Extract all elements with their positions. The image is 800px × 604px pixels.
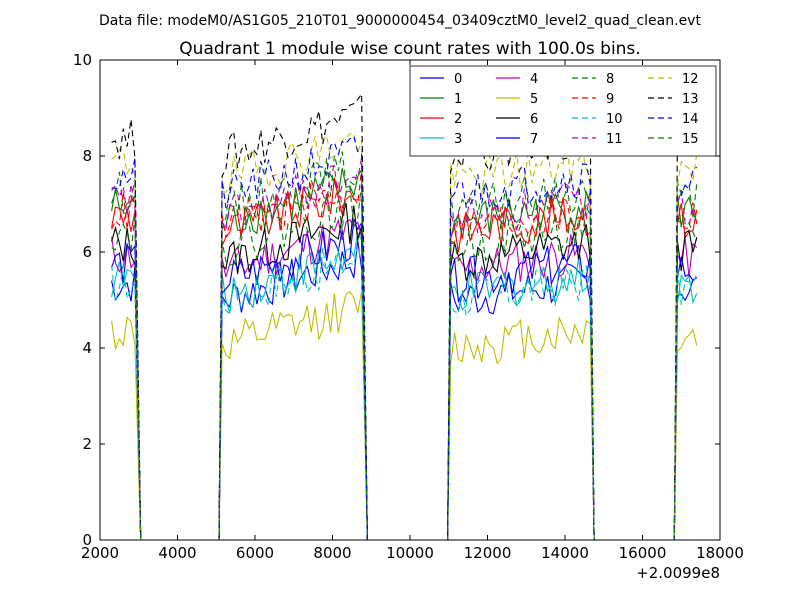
legend-label-5: 5 xyxy=(530,92,538,107)
legend-label-2: 2 xyxy=(454,112,462,127)
legend-label-6: 6 xyxy=(530,112,538,127)
legend-label-11: 11 xyxy=(606,132,623,147)
ticks-layer: 2000 4000 6000 8000 10000 12000 14000 16000 1800… xyxy=(73,51,744,562)
legend-label-12: 12 xyxy=(682,72,699,87)
y-tick-label: 6 xyxy=(82,243,92,261)
x-tick-label: 6000 xyxy=(236,544,274,562)
legend-label-15: 15 xyxy=(682,132,699,147)
legend-label-4: 4 xyxy=(530,72,538,87)
legend-label-7: 7 xyxy=(530,132,538,147)
y-tick-label: 0 xyxy=(82,531,92,549)
legend-label-10: 10 xyxy=(606,112,623,127)
y-tick-label: 2 xyxy=(82,435,92,453)
legend-label-9: 9 xyxy=(606,92,614,107)
x-tick-label: 14000 xyxy=(541,544,589,562)
y-tick-label: 8 xyxy=(82,147,92,165)
x-tick-label: 4000 xyxy=(158,544,196,562)
x-tick-label: 2000 xyxy=(81,544,119,562)
x-tick-label: 12000 xyxy=(464,544,512,562)
y-tick-label: 4 xyxy=(82,339,92,357)
x-tick-label: 16000 xyxy=(619,544,667,562)
chart-title: Quadrant 1 module wise count rates with … xyxy=(179,39,640,59)
y-tick-label: 10 xyxy=(73,51,92,69)
legend-label-14: 14 xyxy=(682,112,699,127)
series-line-14 xyxy=(111,135,698,541)
legend-label-3: 3 xyxy=(454,132,462,147)
x-offset-label: +2.0099e8 xyxy=(636,564,720,582)
legend-label-13: 13 xyxy=(682,92,699,107)
x-tick-label: 18000 xyxy=(696,544,744,562)
legend-label-1: 1 xyxy=(454,92,462,107)
legend-label-8: 8 xyxy=(606,72,614,87)
x-tick-label: 10000 xyxy=(386,544,434,562)
x-tick-label: 8000 xyxy=(313,544,351,562)
legend-label-0: 0 xyxy=(454,72,462,87)
series-line-11 xyxy=(111,157,698,541)
legend-frame xyxy=(409,65,717,157)
figure-suptitle: Data file: modeM0/AS1G05_210T01_90000004… xyxy=(99,13,701,29)
